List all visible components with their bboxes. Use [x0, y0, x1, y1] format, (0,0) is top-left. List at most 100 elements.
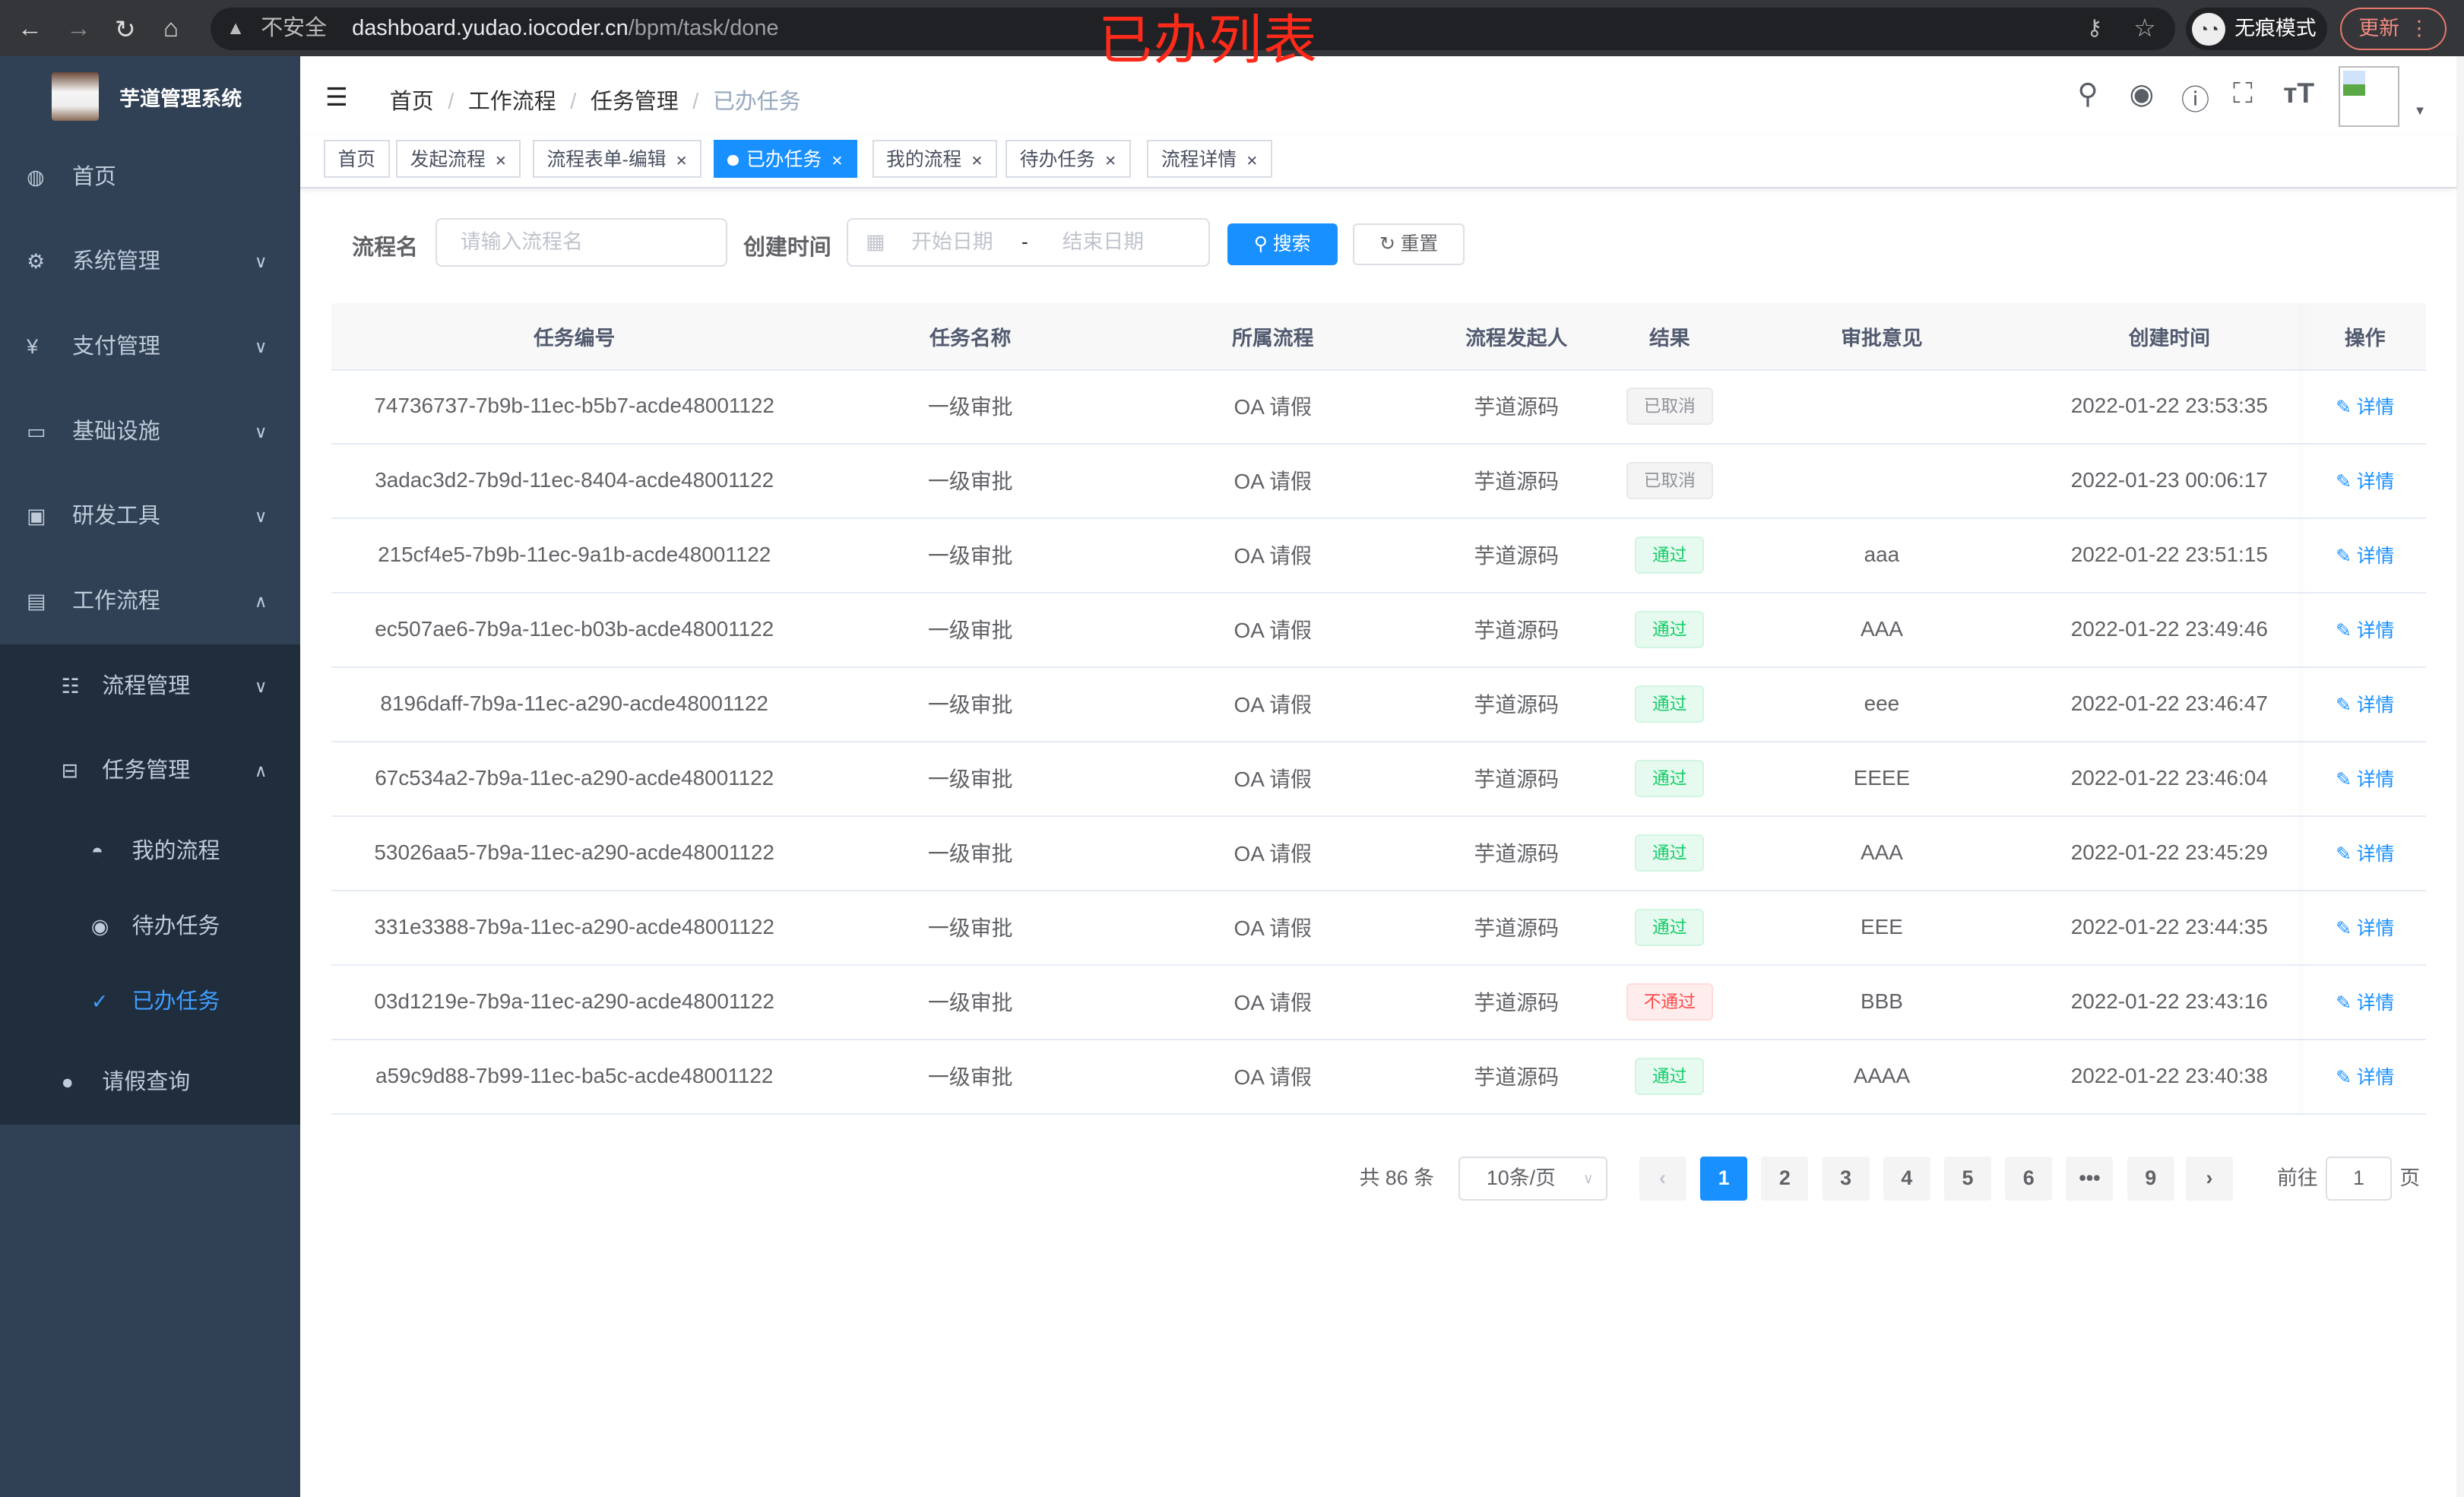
search-button[interactable]: ⚲ 搜索 [1227, 223, 1338, 266]
page-scrollbar[interactable] [2456, 56, 2464, 1497]
incognito-indicator[interactable]: ◔◔ 无痕模式 [2186, 8, 2328, 51]
cell-process: OA 请假 [1234, 544, 1312, 568]
detail-button[interactable]: ✎ 详情 [2336, 392, 2394, 419]
page-button[interactable]: 2 [1761, 1156, 1809, 1201]
update-label: 更新 [2358, 17, 2400, 40]
cell-starter: 芋道源码 [1474, 842, 1560, 866]
close-icon[interactable]: ✕ [971, 152, 983, 169]
tag-label: 我的流程 [886, 149, 962, 170]
back-icon[interactable]: ← [17, 14, 43, 43]
cell-id: 03d1219e-7b9a-11ec-a290-acde48001122 [374, 989, 774, 1014]
app-title: 芋道管理系统 [119, 87, 242, 110]
close-icon[interactable]: ✕ [1104, 152, 1116, 169]
star-icon[interactable]: ☆ [2133, 14, 2156, 43]
tag-item[interactable]: 待办任务 ✕ [1006, 139, 1131, 178]
table-row: 215cf4e5-7b9b-11ec-9a1b-acde48001122 一级审批… [331, 518, 2427, 594]
sidebar-item[interactable]: ▣ 研发工具 ∨ [0, 474, 300, 559]
forward-icon[interactable]: → [65, 14, 91, 43]
sidebar-item[interactable]: ▤ 工作流程 ∧ [0, 559, 300, 644]
reload-icon[interactable]: ↻ [114, 15, 136, 44]
start-date-input[interactable]: 开始日期 [911, 230, 993, 254]
sidebar-item[interactable]: ◉ 待办任务 [0, 889, 300, 965]
page-button[interactable]: 3 [1822, 1156, 1870, 1201]
toolbox-icon: ▣ [27, 505, 46, 528]
font-size-icon[interactable]: тT [2283, 77, 2315, 109]
tag-item[interactable]: 我的流程 ✕ [872, 139, 997, 178]
github-icon[interactable]: ◉ [2129, 78, 2155, 110]
tree-icon: ⊟ [61, 759, 79, 783]
table-row: 74736737-7b9b-11ec-b5b7-acde48001122 一级审批… [331, 369, 2427, 445]
tag-item[interactable]: 已办任务 ✕ [713, 139, 857, 178]
column-header: 任务名称 [929, 326, 1012, 350]
prev-page-button[interactable]: ‹ [1639, 1156, 1686, 1201]
detail-button[interactable]: ✎ 详情 [2336, 764, 2394, 792]
sidebar-item[interactable]: ¥ 支付管理 ∨ [0, 305, 300, 390]
detail-button[interactable]: ✎ 详情 [2336, 988, 2394, 1015]
reset-button[interactable]: ↻ 重置 [1353, 223, 1465, 266]
goto-page-input[interactable]: 1 [2326, 1156, 2392, 1201]
page-size-value: 10条/页 [1486, 1166, 1556, 1189]
detail-button[interactable]: ✎ 详情 [2336, 1062, 2394, 1090]
page-button[interactable]: ••• [2066, 1156, 2114, 1201]
caret-down-icon[interactable]: ▼ [2413, 103, 2427, 119]
sidebar-item[interactable]: ◓ 我的流程 [0, 814, 300, 890]
close-icon[interactable]: ✕ [495, 152, 507, 169]
avatar[interactable] [2338, 65, 2400, 128]
sidebar-item[interactable]: ▭ 基础设施 ∨ [0, 390, 300, 475]
edit-icon: ✎ [2336, 621, 2357, 642]
breadcrumb-item[interactable]: 首页 [389, 89, 434, 114]
page-button[interactable]: 4 [1883, 1156, 1930, 1201]
process-name-input[interactable]: 请输入流程名 [435, 218, 728, 267]
detail-button[interactable]: ✎ 详情 [2336, 690, 2394, 717]
breadcrumb-item: 已办任务 [712, 89, 801, 114]
tag-item[interactable]: 流程详情 ✕ [1147, 139, 1272, 178]
detail-button[interactable]: ✎ 详情 [2336, 913, 2394, 941]
page-button[interactable]: 5 [1944, 1156, 1992, 1201]
page-size-select[interactable]: 10条/页 ∨ [1458, 1156, 1608, 1201]
close-icon[interactable]: ✕ [831, 152, 844, 169]
cell-name: 一级审批 [927, 1065, 1013, 1090]
key-icon[interactable]: ⚷ [2086, 16, 2103, 41]
sidebar-item-label: 首页 [72, 164, 116, 189]
next-page-button[interactable]: › [2186, 1156, 2234, 1201]
update-button[interactable]: 更新 ⋮ [2339, 8, 2447, 51]
end-date-input[interactable]: 结束日期 [1062, 230, 1145, 254]
page-button[interactable]: 9 [2127, 1156, 2174, 1201]
hamburger-icon[interactable]: ☰ [325, 83, 348, 112]
sidebar-item[interactable]: ✓ 已办任务 [0, 964, 300, 1040]
tag-item[interactable]: 发起流程 ✕ [396, 139, 521, 178]
detail-button[interactable]: ✎ 详情 [2336, 839, 2394, 866]
detail-button[interactable]: ✎ 详情 [2336, 616, 2394, 643]
date-range-picker[interactable]: ▦ 开始日期 - 结束日期 [847, 218, 1211, 267]
address-bar[interactable]: ▲ 不安全 dashboard.yudao.iocoder.cn/bpm/tas… [211, 8, 2175, 51]
page-button[interactable]: 6 [2005, 1156, 2053, 1201]
sidebar-item[interactable]: ◍ 首页 [0, 135, 300, 220]
logo[interactable]: 芋道管理系统 [0, 56, 300, 135]
sidebar-item[interactable]: ⊟ 任务管理 ∧ [0, 729, 300, 814]
status-badge: 通过 [1635, 1057, 1705, 1096]
cell-starter: 芋道源码 [1474, 544, 1560, 568]
home-icon[interactable]: ⌂ [163, 14, 179, 43]
chevron-up-icon: ∧ [254, 761, 268, 781]
table-row: 53026aa5-7b9a-11ec-a290-acde48001122 一级审批… [331, 816, 2427, 892]
sidebar-item[interactable]: ⚙ 系统管理 ∨ [0, 220, 300, 305]
cell-id: 215cf4e5-7b9b-11ec-9a1b-acde48001122 [378, 543, 771, 567]
detail-button[interactable]: ✎ 详情 [2336, 541, 2394, 568]
chevron-down-icon: ∨ [254, 421, 268, 442]
eye-icon: ◉ [90, 915, 109, 938]
refresh-icon: ↻ [1379, 233, 1401, 255]
help-icon[interactable]: ⓘ [2181, 84, 2210, 116]
close-icon[interactable]: ✕ [1246, 152, 1259, 169]
sidebar-item[interactable]: ☷ 流程管理 ∨ [0, 644, 300, 730]
tag-item[interactable]: 首页 [323, 139, 390, 178]
tag-item[interactable]: 流程表单-编辑 ✕ [532, 139, 702, 178]
detail-button[interactable]: ✎ 详情 [2336, 467, 2394, 494]
fullscreen-icon[interactable]: ⛶ [2233, 77, 2253, 109]
url[interactable]: dashboard.yudao.iocoder.cn/bpm/task/done [352, 8, 778, 50]
status-badge: 不通过 [1626, 983, 1713, 1021]
cell-time: 2022-01-22 23:46:04 [2070, 766, 2268, 790]
close-icon[interactable]: ✕ [675, 152, 688, 169]
search-icon[interactable]: ⚲ [2077, 78, 2098, 110]
sidebar-item[interactable]: ● 请假查询 [0, 1040, 300, 1125]
page-button[interactable]: 1 [1700, 1156, 1748, 1201]
